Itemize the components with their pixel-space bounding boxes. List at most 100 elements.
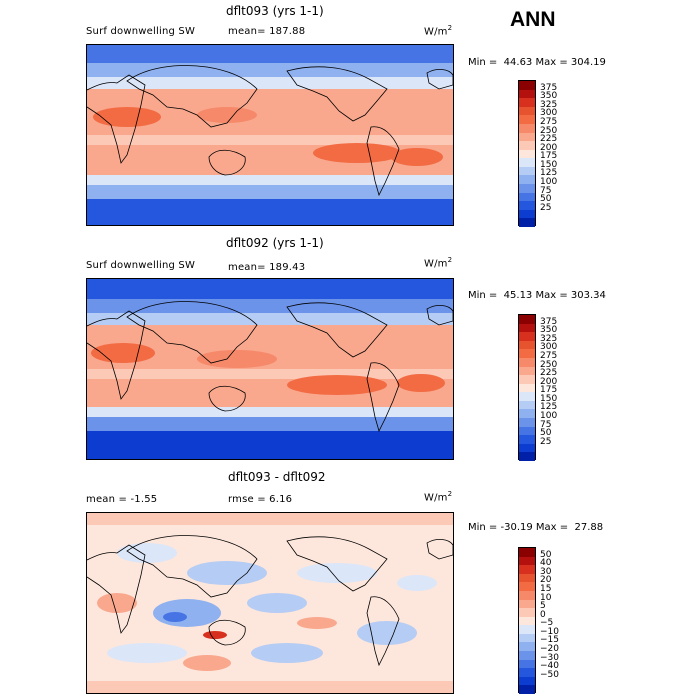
highvalue-blob [313, 143, 401, 163]
colorbar-tick-label: −20 [540, 644, 559, 655]
colorbar-tick-label: 75 [540, 185, 552, 196]
colorbar-tick-label: 275 [540, 350, 558, 361]
colorbar-tick-label: 225 [540, 368, 558, 379]
colorbar-segment [519, 89, 535, 99]
colorbar-tick-label: 20 [540, 575, 552, 586]
band-subpolar-south [87, 417, 453, 431]
band-subpolar-north [87, 299, 453, 313]
colorbar-tick-label: −30 [540, 652, 559, 663]
anomaly-field [87, 513, 453, 693]
minmax-label: Min = 44.63 Max = 304.19 [468, 57, 606, 68]
highvalue-blob [197, 107, 257, 123]
panel-title: dflt093 - dflt092 [228, 470, 326, 484]
colorbar-tick-label: 375 [540, 82, 558, 93]
band-equator [87, 369, 453, 379]
colorbar-tick-label: 10 [540, 592, 552, 603]
band-midlat-south [87, 175, 453, 185]
colorbar-segment [519, 599, 535, 609]
colorbar-tick-label: 0 [540, 609, 546, 620]
colorbar-tick-label: 175 [540, 385, 558, 396]
colorbar-tick-label: −50 [540, 669, 559, 680]
colorbar-segment [519, 81, 535, 91]
map-svg [87, 279, 453, 459]
colorbar-tick-label: 350 [540, 91, 558, 102]
coastlines [87, 301, 453, 433]
colorbar [518, 80, 536, 228]
colorbar-segment [519, 659, 535, 669]
band-midlat-north [87, 77, 453, 89]
colorbar-segment [519, 400, 535, 410]
colorbar-segment [519, 315, 535, 325]
colorbar-segment [519, 115, 535, 125]
colorbar-segment [519, 556, 535, 566]
mean-label: mean= 189.43 [228, 262, 306, 273]
variable-label: Surf downwelling SW [86, 260, 196, 271]
colorbar-tick-label: 325 [540, 333, 558, 344]
colorbar-segment [519, 149, 535, 159]
colorbar-tick-label: 150 [540, 393, 558, 404]
colorbar-tick-label: 350 [540, 325, 558, 336]
band-midlat-south [87, 407, 453, 417]
colorbar-tick-label: −10 [540, 626, 559, 637]
colorbar-segment [519, 201, 535, 211]
colorbar-segment [519, 106, 535, 116]
colorbar-tick-label: −15 [540, 635, 559, 646]
colorbar-segment [519, 685, 535, 695]
colorbar-tick-label: 50 [540, 194, 552, 205]
colorbar-segment [519, 166, 535, 176]
unit-label: W/m2 [424, 490, 453, 504]
colorbar-segment [519, 668, 535, 678]
colorbar-tick-label: 25 [540, 436, 552, 447]
colorbar-segment [519, 573, 535, 583]
colorbar-segment [519, 132, 535, 142]
colorbar [518, 314, 536, 462]
colorbar-segment [519, 633, 535, 643]
colorbar-tick-label: 15 [540, 583, 552, 594]
highvalue-blob [287, 375, 387, 395]
colorbar-segment [519, 582, 535, 592]
colorbar-segment [519, 565, 535, 575]
colorbar-segment [519, 426, 535, 436]
rmse-label: rmse = 6.16 [228, 494, 293, 505]
colorbar-tick-label: 5 [540, 601, 546, 612]
colorbar-tick-label: 300 [540, 108, 558, 119]
colorbar-tick-label: 200 [540, 142, 558, 153]
colorbar-segment [519, 98, 535, 108]
colorbar-tick-label: 100 [540, 411, 558, 422]
colorbar-segment [519, 616, 535, 626]
map-plot [86, 512, 454, 694]
band-polar-south [87, 431, 453, 459]
colorbar-tick-label: 100 [540, 177, 558, 188]
colorbar-segment [519, 218, 535, 228]
colorbar-segment [519, 443, 535, 453]
band-polar-north [87, 279, 453, 299]
colorbar-tick-label: 300 [540, 342, 558, 353]
colorbar-tick-label: 225 [540, 134, 558, 145]
colorbar-tick-label: 325 [540, 99, 558, 110]
colorbar-segment [519, 375, 535, 385]
colorbar-segment [519, 158, 535, 168]
band-subpolar-north [87, 63, 453, 77]
band-subpolar-south [87, 185, 453, 199]
colorbar-tick-label: 175 [540, 151, 558, 162]
colorbar-segment [519, 184, 535, 194]
band-polar-north [87, 45, 453, 63]
highvalue-blob [397, 374, 445, 392]
colorbar-tick-label: 50 [540, 549, 552, 560]
unit-label: W/m2 [424, 256, 453, 270]
colorbar-tick-label: 125 [540, 402, 558, 413]
colorbar-tick-label: 125 [540, 168, 558, 179]
colorbar-segment [519, 383, 535, 393]
colorbar-segment [519, 123, 535, 134]
colorbar-tick-label: 250 [540, 359, 558, 370]
colorbar-tick-label: 25 [540, 202, 552, 213]
colorbar-segment [519, 175, 535, 185]
colorbar-tick-label: 50 [540, 428, 552, 439]
map-svg [87, 45, 453, 225]
panel-title: dflt092 (yrs 1-1) [226, 236, 324, 250]
band-midlat-north [87, 313, 453, 325]
minmax-label: Min = 45.13 Max = 303.34 [468, 290, 606, 301]
mean-label: mean = -1.55 [86, 494, 158, 505]
map-plot [86, 44, 454, 226]
colorbar-tick-label: 250 [540, 125, 558, 136]
